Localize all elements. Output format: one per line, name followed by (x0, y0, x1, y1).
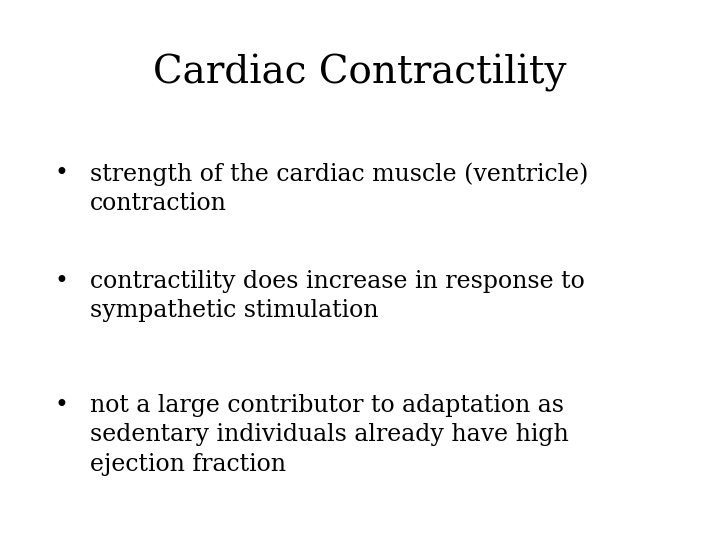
Text: contractility does increase in response to
sympathetic stimulation: contractility does increase in response … (90, 270, 585, 322)
Text: •: • (54, 394, 68, 417)
Text: •: • (54, 162, 68, 185)
Text: strength of the cardiac muscle (ventricle)
contraction: strength of the cardiac muscle (ventricl… (90, 162, 588, 215)
Text: •: • (54, 270, 68, 293)
Text: not a large contributor to adaptation as
sedentary individuals already have high: not a large contributor to adaptation as… (90, 394, 569, 476)
Text: Cardiac Contractility: Cardiac Contractility (153, 54, 567, 92)
